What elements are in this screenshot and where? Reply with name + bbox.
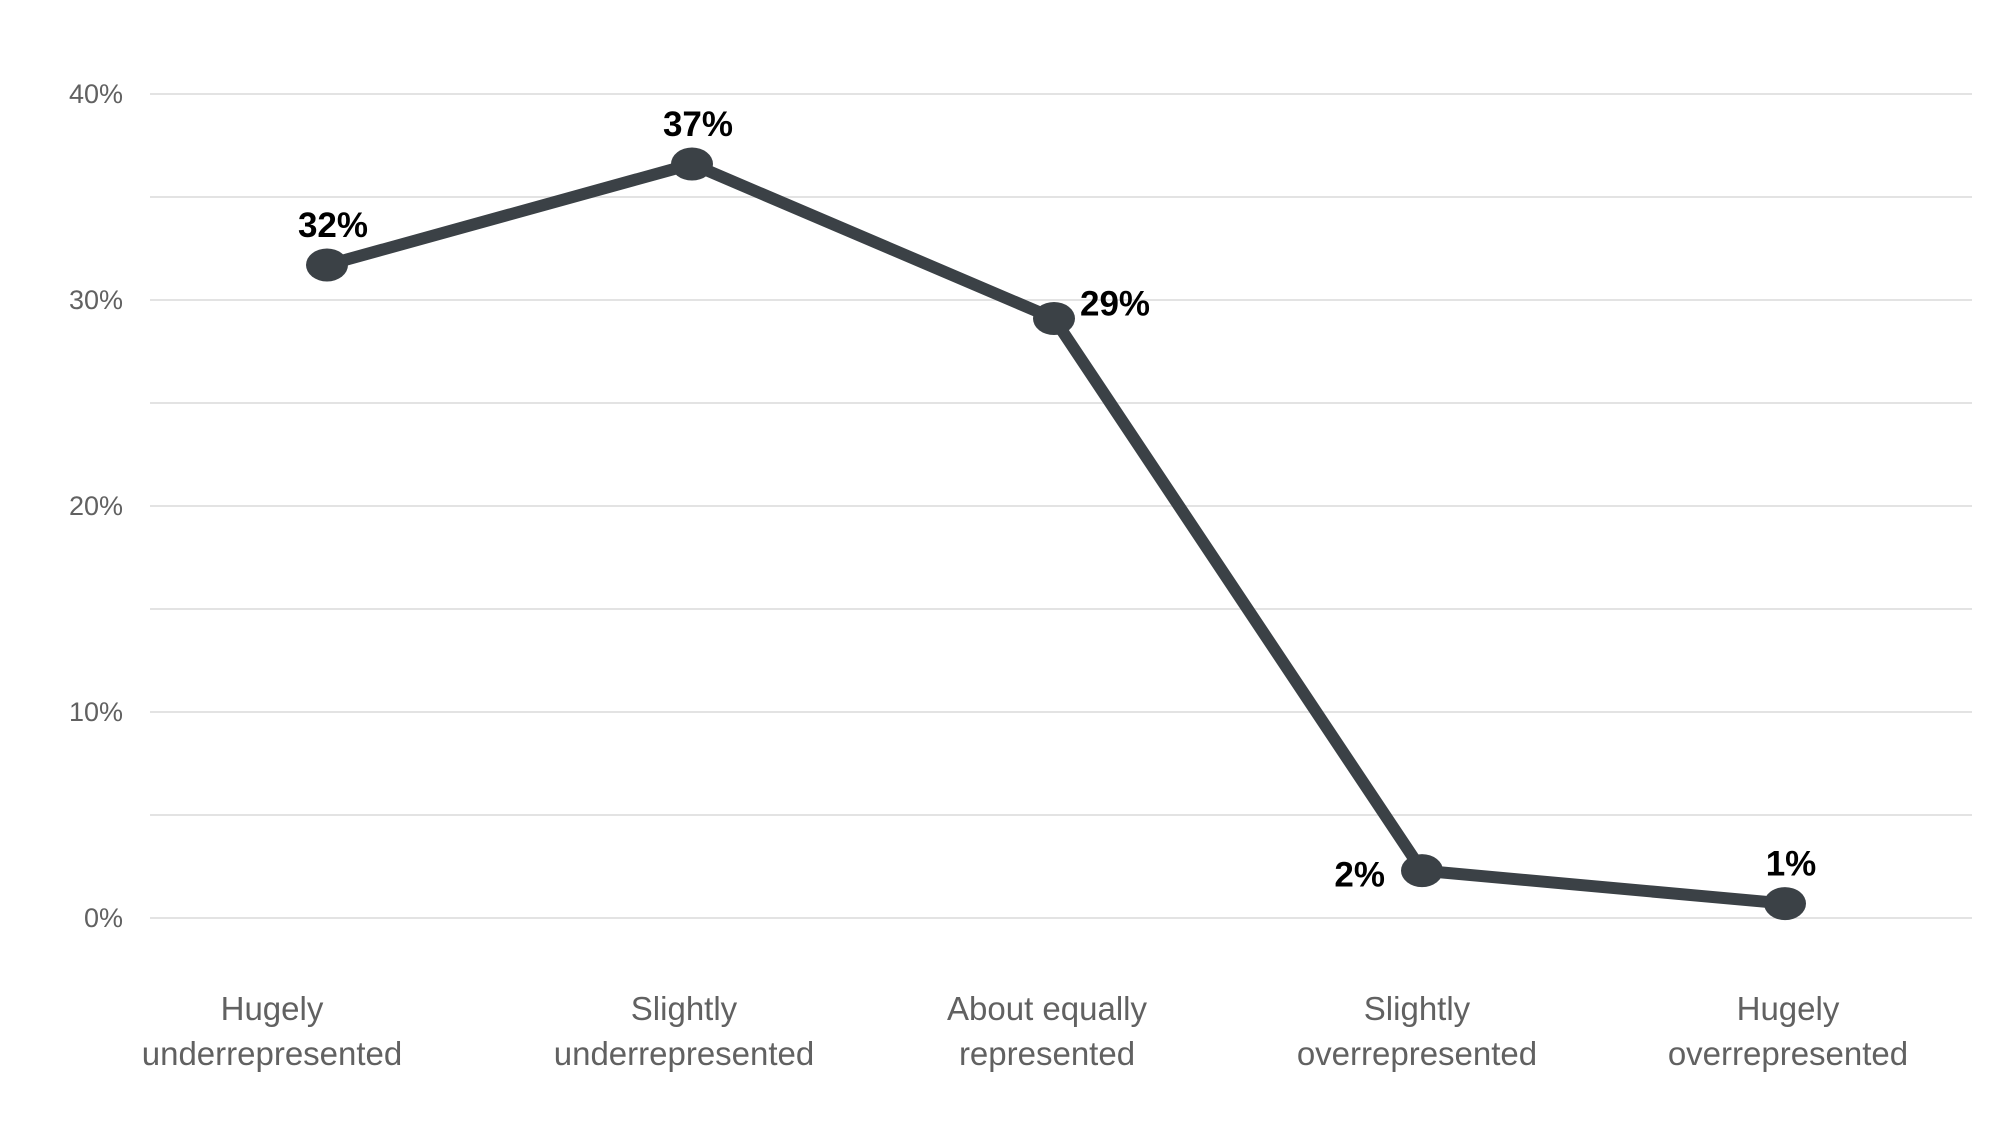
y-tick-label-40pct: 40% [69,79,123,109]
x-tick-label-1-line-1: Hugely [221,990,324,1027]
data-label-5: 1% [1766,845,1817,884]
y-tick-label-30pct: 30% [69,285,123,315]
data-label-3: 29% [1080,285,1150,324]
data-label-2: 37% [663,105,733,144]
y-tick-label-10pct: 10% [69,697,123,727]
data-point-5 [1764,887,1806,921]
x-tick-label-4-line-1: Slightly [1364,990,1471,1027]
data-label-4: 2% [1334,856,1385,895]
data-label-1: 32% [298,206,368,245]
y-tick-label-0pct: 0% [84,903,123,933]
x-tick-label-5-line-1: Hugely [1737,990,1840,1027]
data-point-4 [1401,854,1443,888]
x-tick-label-2-line-2: underrepresented [554,1035,815,1072]
data-point-3 [1033,302,1075,336]
x-tick-label-5-line-2: overrepresented [1668,1035,1908,1072]
x-tick-label-4-line-2: overrepresented [1297,1035,1537,1072]
data-point-2 [671,147,713,181]
x-tick-label-2-line-1: Slightly [631,990,738,1027]
data-point-1 [306,248,348,282]
x-tick-label-3-line-2: represented [959,1035,1135,1072]
y-tick-label-20pct: 20% [69,491,123,521]
x-tick-label-3-line-1: About equally [947,990,1147,1027]
x-tick-label-1-line-2: underrepresented [142,1035,403,1072]
